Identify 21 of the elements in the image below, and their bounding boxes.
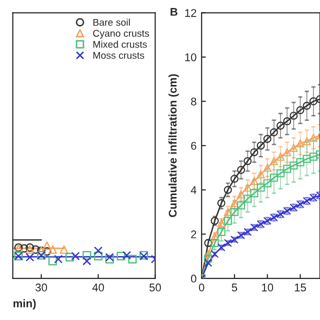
x-tick-label: 50 <box>149 284 161 292</box>
x-tick-label: 10 <box>262 284 274 292</box>
text: B <box>170 8 178 16</box>
x-tick-label: 40 <box>92 284 104 292</box>
y-tick-label: 10 <box>185 53 196 62</box>
x-axis-title: min) <box>14 299 36 310</box>
legend-label: Cyano crusts <box>93 30 150 39</box>
x-tick-label: 15 <box>294 284 306 292</box>
y-tick-label: 8 <box>191 98 196 106</box>
y-tick-label: 0 <box>190 274 196 283</box>
x-tick-label: 5 <box>232 284 238 292</box>
y-tick-label: 6 <box>191 142 196 150</box>
y-tick-label: 4 <box>190 186 196 194</box>
legend-label: Bare soil <box>93 18 130 26</box>
y-axis-title: Cumulative infiltration (cm) <box>168 74 179 218</box>
legend-label: Mixed crusts <box>93 40 147 48</box>
x-tick-label: 30 <box>36 284 48 292</box>
y-tick-label: 12 <box>185 9 196 17</box>
y-tick-label: 2 <box>191 230 196 238</box>
x-tick-label: 0 <box>198 284 204 292</box>
legend-label: Moss crusts <box>93 52 144 59</box>
